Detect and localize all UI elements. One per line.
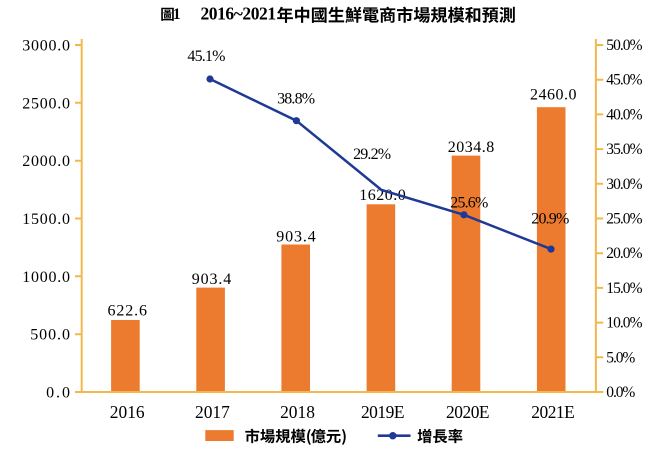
svg-text:35.0%: 35.0% <box>606 141 642 158</box>
svg-text:2019E: 2019E <box>361 402 405 422</box>
svg-text:2460.0: 2460.0 <box>530 87 577 104</box>
svg-text:500.0: 500.0 <box>30 327 70 344</box>
svg-text:38.8%: 38.8% <box>277 91 315 108</box>
svg-text:2020E: 2020E <box>446 402 490 422</box>
svg-text:0.0: 0.0 <box>46 385 70 402</box>
svg-text:2017: 2017 <box>195 402 230 422</box>
svg-text:1: 1 <box>173 6 181 23</box>
svg-text:2500.0: 2500.0 <box>22 95 70 112</box>
svg-text:2034.8: 2034.8 <box>448 139 495 156</box>
svg-text:25.6%: 25.6% <box>450 195 488 212</box>
svg-text:30.0%: 30.0% <box>606 176 642 193</box>
svg-text:1620.0: 1620.0 <box>359 187 406 204</box>
svg-text:20.9%: 20.9% <box>531 211 569 228</box>
svg-text:10.0%: 10.0% <box>606 315 642 332</box>
svg-text:2018: 2018 <box>280 402 315 422</box>
svg-text:2016: 2016 <box>110 402 145 422</box>
svg-text:40.0%: 40.0% <box>606 106 642 123</box>
svg-text:903.4: 903.4 <box>192 271 232 288</box>
svg-text:50.0%: 50.0% <box>606 37 642 54</box>
svg-text:622.6: 622.6 <box>108 303 148 320</box>
svg-text:2016~2021: 2016~2021 <box>201 4 277 24</box>
svg-text:29.2%: 29.2% <box>353 146 391 163</box>
svg-text:5.0%: 5.0% <box>606 349 635 366</box>
svg-text:3000.0: 3000.0 <box>22 38 70 55</box>
svg-text:1000.0: 1000.0 <box>22 269 70 286</box>
svg-text:25.0%: 25.0% <box>606 211 642 228</box>
svg-text:903.4: 903.4 <box>276 229 316 246</box>
svg-text:15.0%: 15.0% <box>606 280 642 297</box>
svg-text:2021E: 2021E <box>531 402 575 422</box>
svg-text:0.0%: 0.0% <box>606 384 635 401</box>
svg-text:1500.0: 1500.0 <box>22 211 70 228</box>
svg-text:20.0%: 20.0% <box>606 245 642 262</box>
svg-text:45.1%: 45.1% <box>187 48 225 65</box>
svg-text:2000.0: 2000.0 <box>22 153 70 170</box>
svg-text:45.0%: 45.0% <box>606 72 642 89</box>
